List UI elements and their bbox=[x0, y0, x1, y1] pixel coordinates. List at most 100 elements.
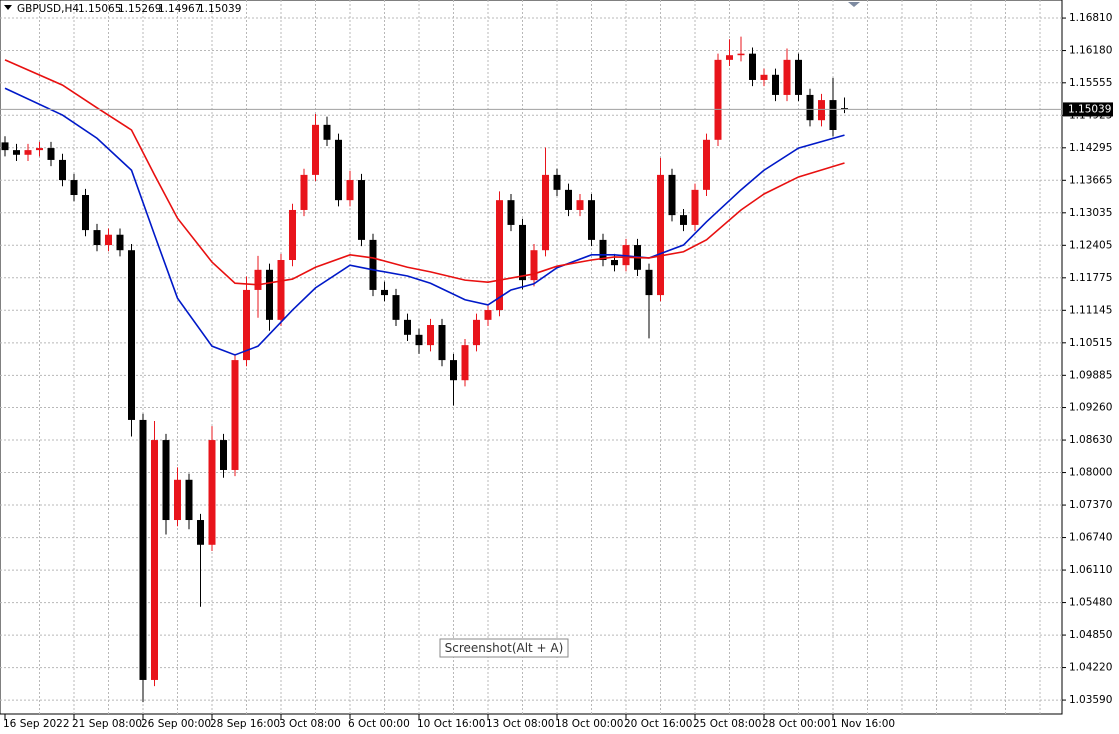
y-tick-label: 1.06110 bbox=[1069, 564, 1112, 576]
candle-body bbox=[806, 94, 814, 121]
candle-body bbox=[783, 59, 791, 95]
candle-body bbox=[231, 360, 239, 470]
y-tick-label: 1.11775 bbox=[1069, 272, 1112, 284]
x-tick-label: 6 Oct 00:00 bbox=[348, 718, 410, 730]
ohlc-low: 1.14967 bbox=[158, 3, 201, 15]
candle-body bbox=[737, 53, 745, 56]
candle-body bbox=[392, 295, 400, 320]
x-tick-label: 1 Nov 16:00 bbox=[831, 718, 895, 730]
menu-triangle[interactable] bbox=[4, 5, 12, 10]
candle-body bbox=[36, 148, 43, 151]
candle-body bbox=[680, 215, 687, 225]
ohlc-close: 1.15039 bbox=[198, 3, 241, 15]
y-tick-label: 1.13665 bbox=[1069, 174, 1112, 186]
candle-body bbox=[93, 230, 101, 246]
candle-body bbox=[657, 174, 664, 296]
candle-body bbox=[507, 200, 515, 225]
candle-body bbox=[473, 319, 480, 346]
x-tick-label: 10 Oct 16:00 bbox=[417, 718, 485, 730]
x-tick-label: 16 Sep 2022 bbox=[3, 718, 70, 730]
y-tick-label: 1.08630 bbox=[1069, 434, 1112, 446]
y-tick-label: 1.05480 bbox=[1069, 597, 1112, 609]
moving-average bbox=[4, 59, 845, 286]
candle-body bbox=[128, 250, 135, 420]
price-label: 1.15039 bbox=[1068, 103, 1111, 115]
candle-body bbox=[829, 100, 837, 131]
x-tick-label: 28 Sep 16:00 bbox=[210, 718, 280, 730]
y-tick-label: 1.10515 bbox=[1069, 337, 1112, 349]
candle-body bbox=[197, 520, 204, 545]
candle-body bbox=[277, 260, 285, 320]
x-tick-label: 13 Oct 08:00 bbox=[486, 718, 554, 730]
grid bbox=[0, 0, 1062, 714]
candle-body bbox=[59, 159, 66, 181]
symbol: GBPUSD,H4 bbox=[17, 3, 79, 15]
candle-body bbox=[174, 479, 181, 521]
y-tick-label: 1.06740 bbox=[1069, 532, 1112, 544]
x-tick-label: 20 Oct 16:00 bbox=[624, 718, 692, 730]
candle-body bbox=[24, 150, 32, 155]
candle-body bbox=[438, 325, 446, 361]
candle-body bbox=[323, 124, 331, 140]
candle-body bbox=[760, 74, 768, 80]
candle-body bbox=[243, 289, 250, 361]
candle-body bbox=[841, 108, 848, 110]
candle-body bbox=[47, 148, 55, 160]
candle-body bbox=[266, 269, 273, 320]
candle-body bbox=[415, 334, 423, 346]
candle-body bbox=[668, 174, 676, 216]
candle-body bbox=[484, 310, 492, 320]
y-tick-label: 1.16810 bbox=[1069, 12, 1112, 24]
candle-body bbox=[105, 234, 112, 246]
candle-body bbox=[599, 239, 607, 261]
x-tick-label: 3 Oct 08:00 bbox=[279, 718, 341, 730]
candle-body bbox=[726, 55, 733, 60]
candle-body bbox=[818, 100, 825, 121]
y-tick-label: 1.16180 bbox=[1069, 45, 1112, 57]
candle-body bbox=[300, 174, 308, 210]
candle-body bbox=[335, 139, 342, 201]
y-tick-label: 1.11145 bbox=[1069, 304, 1112, 316]
candle-body bbox=[185, 479, 193, 521]
y-tick-label: 1.03590 bbox=[1069, 694, 1112, 706]
candle-body bbox=[588, 200, 595, 240]
y-tick-label: 1.15555 bbox=[1069, 77, 1112, 89]
marks bbox=[1, 36, 848, 703]
candle-body bbox=[151, 440, 158, 680]
scroll-marker[interactable] bbox=[848, 2, 860, 7]
candle-body bbox=[1, 142, 9, 151]
x-tick-label: 26 Sep 00:00 bbox=[141, 718, 211, 730]
candle-body bbox=[312, 124, 319, 175]
y-tick-label: 1.04220 bbox=[1069, 662, 1112, 674]
candle-body bbox=[772, 74, 779, 95]
plot-frame bbox=[0, 0, 1063, 715]
candle-body bbox=[70, 180, 78, 196]
candle-body bbox=[576, 200, 584, 210]
candle-body bbox=[542, 174, 549, 251]
candle-body bbox=[404, 319, 411, 335]
ohlc-open: 1.15065 bbox=[78, 3, 121, 15]
candle-body bbox=[427, 325, 434, 346]
y-tick-label: 1.04850 bbox=[1069, 629, 1112, 641]
y-tick-label: 1.12405 bbox=[1069, 239, 1112, 251]
candle-body bbox=[450, 360, 457, 381]
candle-body bbox=[346, 180, 354, 201]
candle-body bbox=[645, 269, 653, 296]
y-tick-label: 1.07370 bbox=[1069, 499, 1112, 511]
price-label-box bbox=[1063, 102, 1113, 117]
candle-body bbox=[611, 260, 618, 266]
candle-body bbox=[461, 345, 469, 381]
candle-body bbox=[795, 59, 802, 95]
candle-body bbox=[358, 180, 365, 240]
candle-body bbox=[749, 53, 756, 80]
candle-body bbox=[220, 440, 227, 470]
candle-body bbox=[565, 189, 572, 210]
candle-body bbox=[553, 174, 561, 190]
candle-body bbox=[530, 250, 538, 281]
candle-body bbox=[381, 289, 388, 296]
candle-body bbox=[139, 419, 147, 680]
x-tick-label: 28 Oct 00:00 bbox=[762, 718, 830, 730]
y-tick-label: 1.09260 bbox=[1069, 402, 1112, 414]
